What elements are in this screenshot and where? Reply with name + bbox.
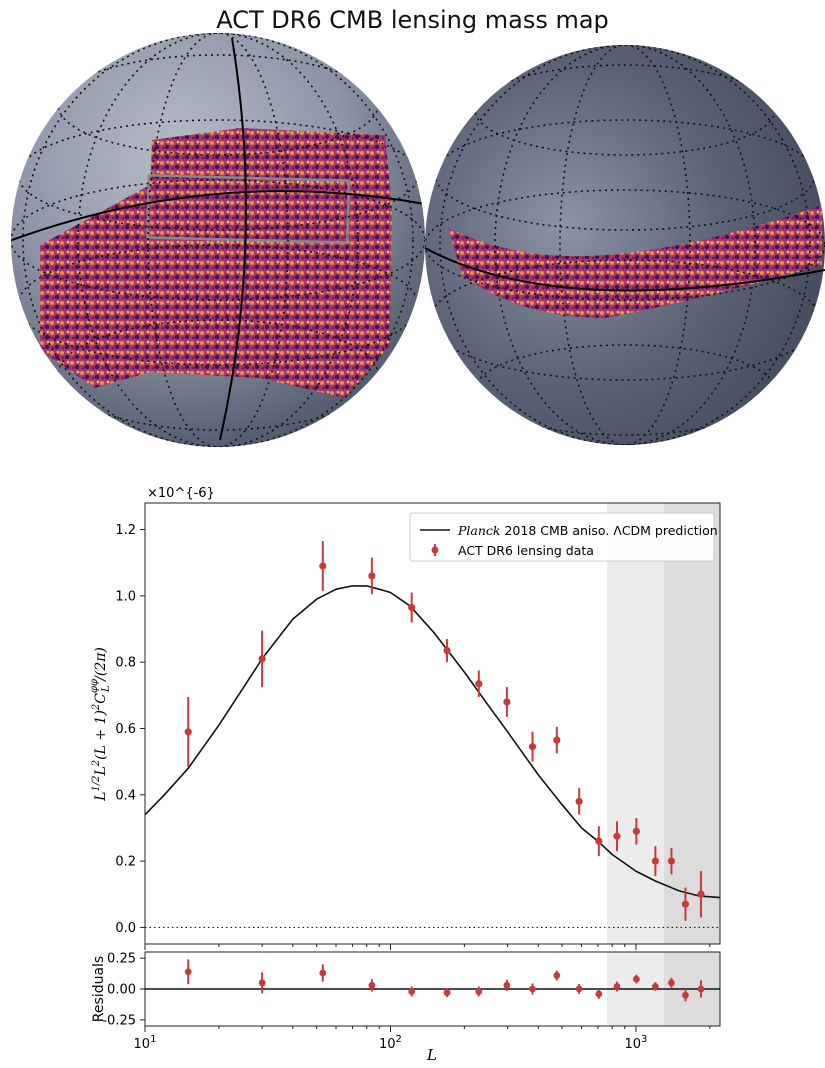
data-point [368, 572, 376, 580]
residual-point [503, 981, 511, 989]
shaded-band-light [607, 503, 664, 944]
x-tick-label: 101 [134, 1034, 157, 1052]
x-tick-label: 103 [624, 1034, 647, 1052]
figure-title: ACT DR6 CMB lensing mass map [216, 6, 609, 34]
lensing-map-patch-right [448, 205, 822, 318]
y-tick-label: 1.2 [115, 523, 136, 538]
residual-point [575, 985, 583, 993]
sky-sphere-right [424, 45, 825, 445]
sky-sphere-left [11, 33, 425, 447]
y-tick-label: 0.0 [115, 921, 136, 936]
data-point [443, 646, 451, 655]
y-tick-label: 0.6 [115, 722, 136, 737]
legend-data-label: ACT DR6 lensing data [458, 543, 594, 558]
residual-point [443, 989, 451, 997]
data-point [681, 900, 690, 908]
y-tick-label: 0.4 [115, 788, 136, 803]
residual-point [184, 968, 192, 976]
shaded-band-dark [663, 503, 720, 944]
residual-y-tick-label: 0.00 [107, 983, 136, 998]
lensing-map-patch-left [40, 128, 392, 398]
residual-point [319, 969, 327, 977]
data-point [613, 832, 621, 840]
data-point [667, 857, 676, 865]
sky-map-panel [11, 33, 825, 447]
data-point [184, 728, 192, 736]
residual-point [368, 981, 376, 989]
legend-model-label: Planck 2018 CMB aniso. ΛCDM prediction [457, 523, 718, 538]
residual-y-tick-label: -0.25 [102, 1013, 136, 1028]
y-axis-label: L1/2L2(L + 1)2CφφL /(2π) [89, 647, 112, 802]
legend: Planck 2018 CMB aniso. ΛCDM prediction A… [409, 512, 718, 562]
model-prediction-line [144, 585, 721, 899]
x-axis-label: L [426, 1046, 437, 1064]
data-point [632, 827, 640, 835]
residual-point [613, 983, 621, 990]
residual-point [651, 983, 659, 990]
y-tick-label: 0.8 [115, 656, 136, 671]
residual-point [258, 979, 266, 987]
data-point [575, 797, 583, 806]
residual-point [632, 975, 640, 983]
y-tick-label: 1.0 [115, 589, 136, 604]
residual-point [668, 979, 675, 987]
data-point [408, 603, 416, 612]
x-tick-label: 102 [379, 1034, 402, 1052]
data-point [651, 857, 659, 865]
residual-point [553, 972, 561, 979]
y-tick-label: 0.2 [115, 855, 136, 870]
residuals-y-label: Residuals [91, 956, 107, 1022]
residual-point [408, 988, 416, 995]
y-multiplier: ×10^{-6} [147, 486, 215, 501]
data-point [595, 837, 603, 845]
shaded-bands [607, 503, 720, 944]
residual-point [475, 988, 483, 995]
data-point [475, 680, 483, 688]
residual-point [697, 985, 705, 993]
residual-point [529, 985, 536, 993]
data-point [697, 890, 705, 898]
data-point [258, 655, 266, 663]
data-point [503, 698, 511, 706]
data-point [528, 743, 537, 751]
residual-point [595, 990, 603, 998]
data-point [553, 736, 561, 744]
main-plot-frame [144, 502, 721, 945]
residual-y-tick-label: 0.25 [107, 952, 136, 967]
highlight-box [145, 174, 351, 244]
data-point [319, 562, 327, 570]
residual-point [682, 991, 689, 999]
